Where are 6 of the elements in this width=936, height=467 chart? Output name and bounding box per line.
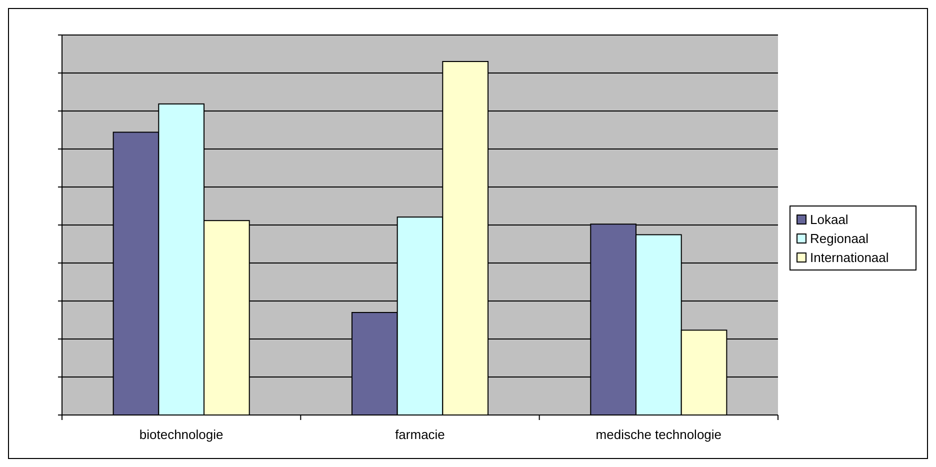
x-tick-label: medische technologie (596, 427, 722, 442)
legend-label: Regionaal (810, 231, 869, 246)
legend-label: Internationaal (810, 250, 889, 265)
legend-label: Lokaal (810, 212, 848, 227)
x-tick-label: farmacie (395, 427, 445, 442)
x-tick-label: biotechnologie (139, 427, 224, 442)
